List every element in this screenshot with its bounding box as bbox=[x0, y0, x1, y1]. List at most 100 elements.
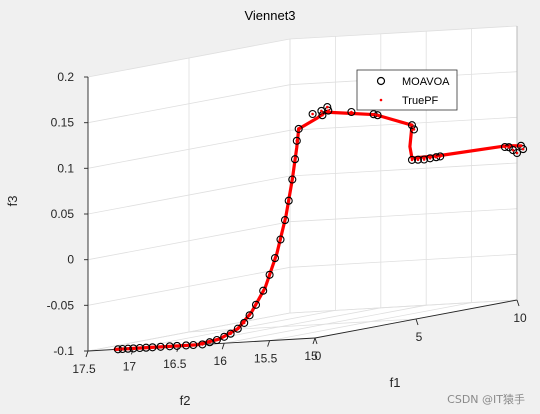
truepf-point bbox=[416, 158, 420, 161]
truepf-point bbox=[268, 273, 271, 277]
f2-tick-label: 17 bbox=[123, 359, 137, 373]
truepf-point bbox=[291, 178, 294, 181]
moavoa-point bbox=[135, 343, 144, 353]
truepf-point bbox=[273, 256, 277, 260]
moavoa-point bbox=[226, 329, 235, 338]
truepf-point bbox=[248, 314, 251, 317]
truepf-point bbox=[297, 127, 301, 131]
f2-tick-mark bbox=[312, 337, 316, 345]
f2-tick-label: 16 bbox=[214, 354, 228, 368]
grid-line-f3-back bbox=[87, 266, 291, 306]
grid-line-f3-back bbox=[87, 175, 291, 215]
truepf-point bbox=[350, 110, 353, 114]
legend-box bbox=[356, 69, 458, 111]
moavoa-point bbox=[148, 343, 157, 352]
grid-line-f2-floor bbox=[224, 304, 427, 344]
moavoa-point bbox=[189, 340, 198, 350]
moavoa-point bbox=[426, 154, 435, 163]
truepf-point bbox=[126, 347, 130, 351]
truepf-point bbox=[422, 158, 426, 161]
tick-labels: 0 5 10 15 15.5 16 16.5 17 17.5 -0.1 -0.05 0 0.05 0.1 0… bbox=[47, 70, 527, 376]
f3-tick-label: -0.05 bbox=[47, 298, 75, 312]
truepf-point bbox=[138, 346, 142, 350]
legend-entry-moavoa: MOAVOA bbox=[402, 76, 450, 88]
f3-tick-label: 0.1 bbox=[57, 161, 74, 175]
truepf-point bbox=[372, 112, 375, 116]
grid-line-f3-side bbox=[289, 208, 518, 223]
grid-line-f2-floor bbox=[269, 302, 472, 341]
moavoa-point bbox=[294, 124, 303, 133]
truepf-point bbox=[320, 109, 323, 113]
truepf-point bbox=[507, 145, 511, 149]
f3-tick-label: -0.1 bbox=[53, 344, 74, 358]
f2-tick-label: 16.5 bbox=[163, 357, 187, 371]
truepf-point bbox=[311, 112, 314, 116]
moavoa-point bbox=[129, 344, 138, 353]
moavoa-point bbox=[205, 338, 214, 347]
moavoa-point bbox=[240, 318, 249, 327]
truepf-point bbox=[412, 128, 416, 131]
truepf-point bbox=[327, 109, 330, 112]
truepf-point bbox=[215, 338, 219, 342]
f2-tick-mark bbox=[267, 340, 271, 347]
truepf-point bbox=[184, 344, 188, 347]
truepf-point bbox=[287, 199, 291, 202]
moavoa-point bbox=[156, 342, 165, 351]
moavoa-point bbox=[308, 109, 317, 119]
moavoa-point bbox=[284, 196, 293, 205]
grid-line-f3-side bbox=[289, 253, 518, 268]
moavoa-point bbox=[280, 216, 290, 225]
grid-line-f3-side bbox=[289, 25, 518, 40]
f2-tick-label: 15.5 bbox=[254, 352, 278, 366]
f1-tick-mark bbox=[415, 318, 419, 326]
truepf-point bbox=[376, 113, 379, 117]
chart-title: Viennet3 bbox=[244, 8, 295, 23]
truepf-point bbox=[283, 218, 287, 222]
truepf-point bbox=[132, 347, 135, 350]
f2-tick-mark bbox=[221, 343, 225, 350]
truepf-point bbox=[159, 345, 162, 349]
grid-line-f3-side bbox=[289, 162, 518, 177]
f1-tick-label: 10 bbox=[513, 311, 527, 325]
f3-tick-label: 0 bbox=[67, 253, 74, 267]
legend-marker-circle bbox=[376, 76, 386, 86]
truepf-point bbox=[236, 327, 240, 331]
legend-marker-dot bbox=[379, 98, 383, 102]
grid-line-f3-back bbox=[87, 312, 291, 352]
moavoa-point bbox=[251, 300, 261, 309]
f2-tick-mark bbox=[85, 350, 89, 358]
moavoa-point bbox=[172, 341, 182, 350]
truepf-point bbox=[326, 105, 329, 109]
moavoa-point bbox=[270, 254, 280, 263]
truepf-point bbox=[503, 145, 507, 149]
truepf-point bbox=[208, 340, 211, 344]
truepf-point bbox=[222, 335, 226, 339]
truepf-point bbox=[279, 238, 282, 241]
f1-tick-label: 5 bbox=[416, 330, 423, 344]
watermark-text: CSDN @IT猿手 bbox=[447, 392, 525, 406]
moavoa-point bbox=[512, 148, 522, 158]
legend: MOAVOA TruePF bbox=[356, 69, 458, 111]
moavoa-point bbox=[233, 324, 242, 333]
f2-tick-label: 17.5 bbox=[72, 362, 96, 376]
f1-tick-mark bbox=[314, 337, 318, 345]
truepf-point bbox=[428, 157, 432, 160]
moavoa-point bbox=[123, 344, 133, 353]
truepf-point bbox=[321, 113, 324, 117]
grid-line-f3-back bbox=[87, 84, 291, 124]
truepf-point bbox=[519, 144, 523, 148]
truepf-point bbox=[168, 345, 171, 348]
moavoa-point bbox=[409, 125, 419, 134]
truepf-point bbox=[293, 157, 297, 161]
moavoa-point bbox=[347, 107, 356, 117]
truepf-point bbox=[434, 155, 438, 159]
truepf-point bbox=[144, 346, 148, 350]
moavoa-point bbox=[519, 145, 528, 154]
truepf-point bbox=[116, 348, 120, 351]
truepf-point bbox=[261, 289, 265, 293]
f2-tick-label: 15 bbox=[304, 349, 318, 363]
plot-area bbox=[113, 103, 528, 354]
truepf-point bbox=[511, 148, 515, 152]
moavoa-point bbox=[288, 175, 297, 184]
